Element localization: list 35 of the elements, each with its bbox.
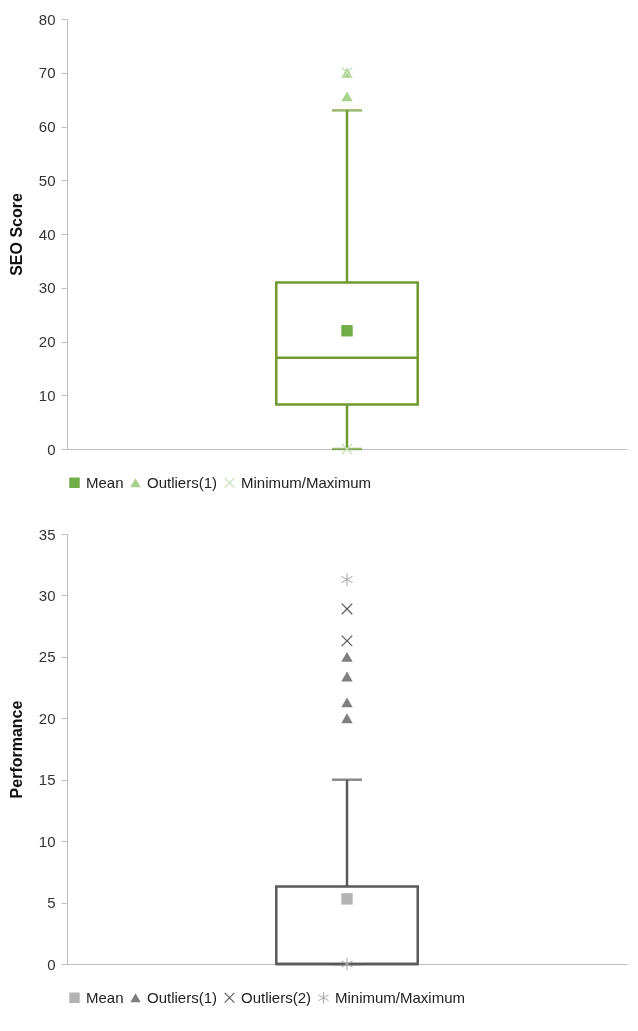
y-tick-label: 40: [38, 225, 56, 243]
point: [341, 573, 353, 586]
legend-label: Minimum/Maximum: [241, 473, 372, 491]
y-tick-label: 70: [38, 64, 56, 82]
y-tick-label: 50: [38, 171, 56, 189]
legend-label: Outliers(2): [241, 988, 312, 1006]
point: [341, 957, 353, 971]
legend-label: Mean: [86, 988, 124, 1006]
y-tick-label: 80: [38, 10, 56, 28]
y-tick-label: 20: [38, 709, 56, 727]
point: [341, 651, 353, 662]
legend-label: Minimum/Maximum: [335, 988, 466, 1006]
legend-label: Outliers(1): [147, 988, 218, 1006]
legend-label: Outliers(1): [147, 473, 218, 491]
y-tick-label: 20: [38, 333, 56, 350]
y-tick-label: 60: [38, 118, 56, 135]
point: [341, 91, 353, 102]
y-tick-label: 35: [38, 525, 56, 543]
y-axis-title: Performance: [7, 700, 25, 799]
y-tick-label: 0: [47, 440, 56, 458]
point: [341, 893, 353, 905]
y-tick-label: 30: [38, 279, 56, 297]
y-axis-title: SEO Score: [7, 193, 25, 276]
point: [341, 325, 353, 337]
point: [341, 697, 353, 708]
y-tick-label: 0: [47, 955, 56, 973]
y-tick-label: 10: [38, 832, 56, 850]
y-tick-label: 30: [38, 586, 56, 604]
y-tick-label: 5: [47, 894, 56, 912]
point: [341, 713, 353, 724]
y-tick-label: 15: [38, 771, 56, 789]
y-tick-label: 25: [38, 648, 56, 666]
point: [341, 671, 353, 682]
y-tick-label: 10: [38, 386, 56, 404]
legend-label: Mean: [86, 473, 124, 491]
